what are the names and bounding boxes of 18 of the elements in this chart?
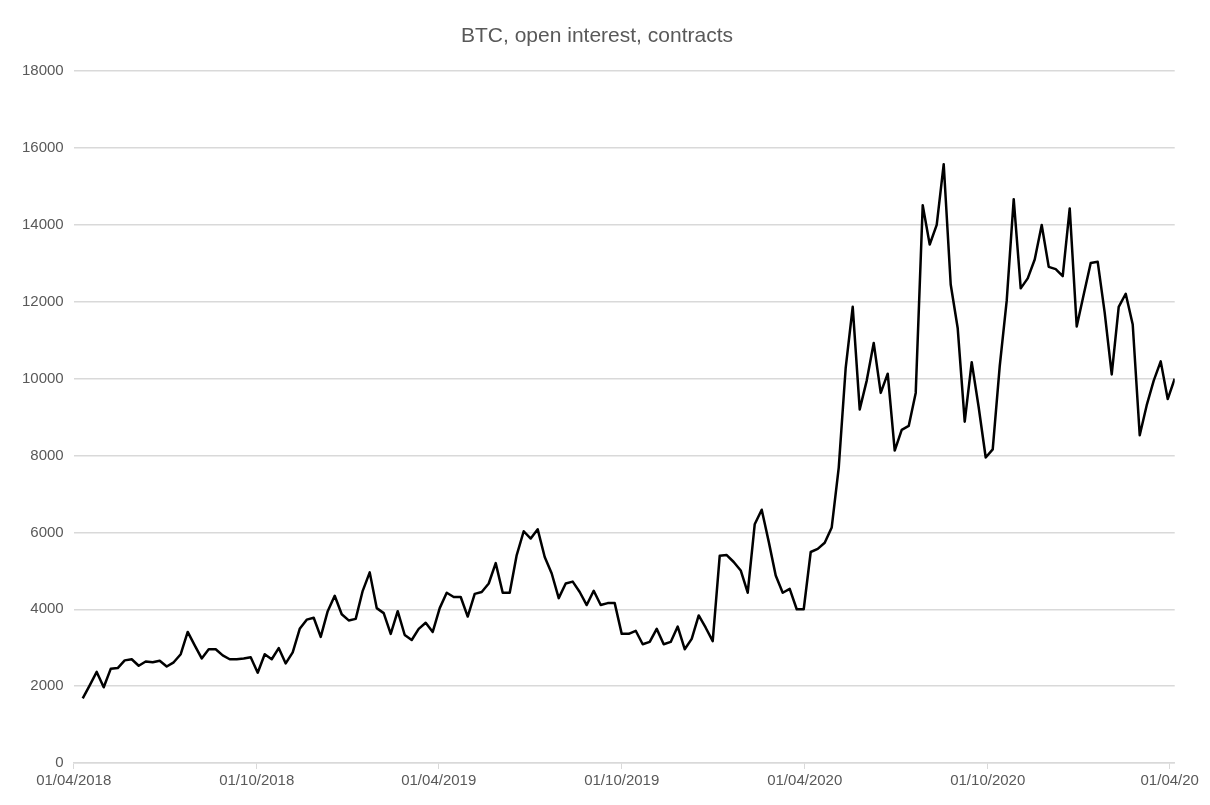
y-tick-label: 2000 [30,676,64,694]
x-tick-label: 01/04/2020 [767,771,843,789]
y-tick-label: 4000 [30,599,64,617]
y-tick-label: 0 [55,753,64,771]
y-tick-label: 10000 [21,368,64,386]
x-tick-label: 01/10/2018 [219,771,295,789]
chart-title: BTC, open interest, contracts [461,23,733,47]
x-tick-label: 01/04/2019 [401,771,477,789]
y-tick-label: 12000 [21,291,64,309]
y-tick-label: 18000 [21,61,64,79]
x-tick-label: 01/04/2018 [36,771,112,789]
y-tick-label: 16000 [21,138,64,156]
x-tick-label: 01/10/2020 [950,771,1026,789]
y-tick-label: 8000 [30,445,64,463]
y-tick-label: 14000 [21,215,64,233]
y-tick-label: 6000 [30,522,64,540]
x-tick-label: 01/10/2019 [584,771,660,789]
x-tick-label: 01/04/20 [1140,771,1199,789]
